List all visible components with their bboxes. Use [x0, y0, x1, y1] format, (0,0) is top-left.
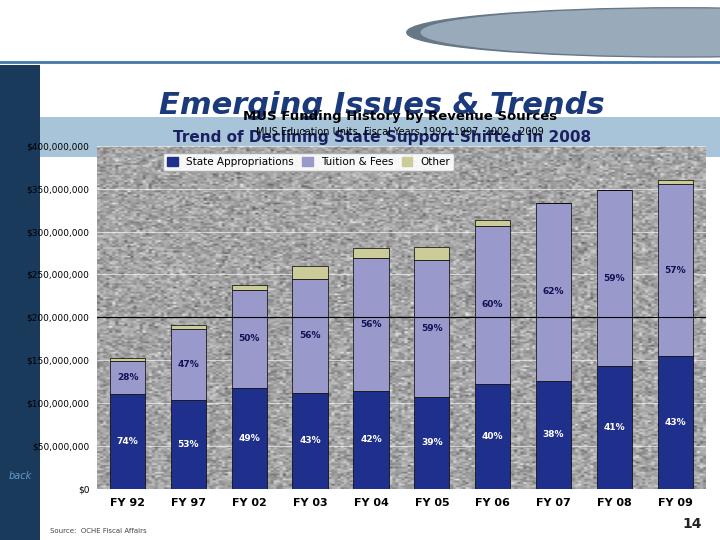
Bar	[110, 394, 145, 489]
Bar	[414, 260, 449, 397]
Text: MUS Funding History by Revenue Sources: MUS Funding History by Revenue Sources	[243, 110, 557, 123]
Text: 41%: 41%	[603, 423, 625, 432]
Text: MUS Education Units, Fiscal Years 1992, 1997, 2002 - 2009: MUS Education Units, Fiscal Years 1992, …	[256, 127, 544, 137]
Text: Trend of Declining State Support Shifted in 2008: Trend of Declining State Support Shifted…	[173, 130, 590, 145]
Text: 56%: 56%	[360, 320, 382, 329]
Circle shape	[407, 8, 720, 57]
Text: 14: 14	[683, 517, 702, 531]
Text: 47%: 47%	[178, 360, 199, 369]
Text: 43%: 43%	[665, 418, 686, 427]
Text: MONTANA UNIVERSITY SYSTEM: MONTANA UNIVERSITY SYSTEM	[184, 22, 478, 40]
Bar	[414, 397, 449, 489]
Text: Source:  OCHE Fiscal Affairs: Source: OCHE Fiscal Affairs	[50, 528, 147, 534]
Text: back: back	[9, 471, 32, 481]
Bar	[354, 258, 389, 391]
Text: 43%: 43%	[300, 436, 321, 445]
Bar	[597, 191, 632, 366]
Text: 50%: 50%	[238, 334, 260, 343]
Legend: State Appropriations, Tuition & Fees, Other: State Appropriations, Tuition & Fees, Ot…	[163, 153, 454, 171]
Bar	[354, 248, 389, 258]
Text: 42%: 42%	[360, 435, 382, 444]
Text: 56%: 56%	[300, 331, 321, 340]
Text: 74%: 74%	[117, 437, 138, 445]
Bar	[110, 361, 145, 394]
Bar	[232, 285, 267, 290]
FancyBboxPatch shape	[0, 65, 40, 540]
Bar	[171, 400, 206, 489]
FancyBboxPatch shape	[40, 117, 720, 158]
Bar	[657, 184, 693, 356]
Text: 60%: 60%	[482, 300, 503, 309]
Bar	[475, 220, 510, 226]
Text: 38%: 38%	[543, 430, 564, 439]
Bar	[171, 329, 206, 400]
Bar	[657, 356, 693, 489]
Text: 40%: 40%	[482, 432, 503, 441]
Bar	[475, 226, 510, 384]
Bar	[597, 366, 632, 489]
Bar	[292, 266, 328, 279]
Bar	[232, 388, 267, 489]
Bar	[475, 384, 510, 489]
Bar	[536, 381, 571, 489]
Circle shape	[421, 9, 720, 56]
Text: 62%: 62%	[543, 287, 564, 296]
Bar	[110, 357, 145, 361]
Bar	[414, 247, 449, 260]
Text: 53%: 53%	[178, 440, 199, 449]
Text: 59%: 59%	[603, 274, 625, 283]
Bar	[536, 203, 571, 381]
Bar	[232, 290, 267, 388]
Text: 57%: 57%	[665, 266, 686, 275]
Text: 28%: 28%	[117, 373, 138, 382]
Text: Emerging Issues & Trends: Emerging Issues & Trends	[159, 91, 604, 120]
Text: 59%: 59%	[421, 324, 443, 333]
Bar	[171, 325, 206, 329]
Text: 49%: 49%	[238, 434, 260, 443]
Text: 39%: 39%	[421, 438, 443, 447]
Bar	[292, 279, 328, 393]
Bar	[354, 391, 389, 489]
Bar	[657, 180, 693, 184]
Bar	[292, 393, 328, 489]
